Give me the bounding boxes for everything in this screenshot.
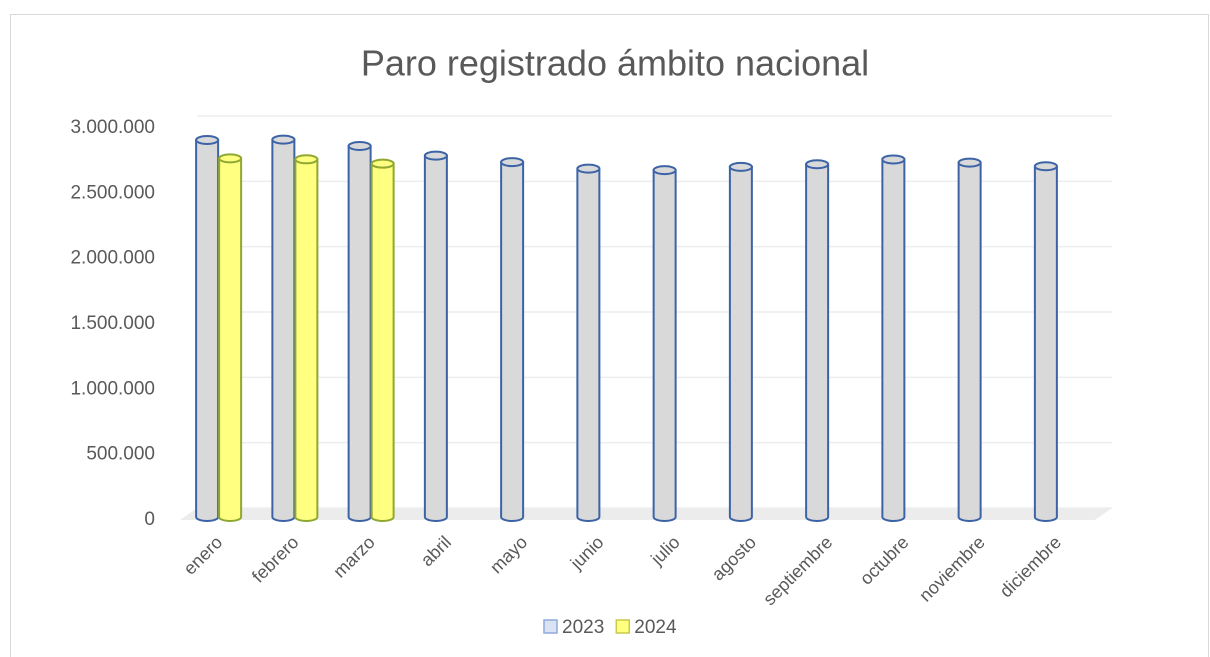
y-tick-label: 0 [144, 509, 155, 530]
cylinder-top [957, 157, 982, 168]
cylinder-top [195, 134, 220, 145]
cylinder-top [576, 163, 601, 174]
cylinder-top [294, 154, 319, 165]
cylinder-top [652, 165, 677, 176]
legend-label: 2023 [562, 617, 604, 638]
cylinder [500, 161, 525, 522]
cylinder [1033, 165, 1058, 522]
cylinder-top [423, 150, 448, 161]
cylinder [195, 138, 220, 522]
cylinder [423, 154, 448, 522]
cylinder-top [218, 153, 243, 164]
y-tick-label: 2.500.000 [70, 182, 155, 203]
y-tick-label: 1.500.000 [70, 313, 155, 334]
legend-swatch [543, 619, 558, 634]
cylinder-top [370, 158, 395, 169]
cylinder [728, 165, 753, 522]
cylinder [218, 157, 243, 522]
legend-swatch [615, 619, 631, 634]
floor [180, 508, 1112, 520]
cylinder [294, 158, 319, 522]
cylinder [347, 144, 372, 522]
y-tick-label: 3.000.000 [70, 117, 155, 138]
cylinder [271, 138, 296, 522]
cylinder-top [500, 157, 525, 168]
cylinder [957, 161, 982, 522]
cylinder-top [805, 159, 830, 170]
y-tick-label: 1.000.000 [70, 378, 155, 399]
cylinder [370, 162, 395, 522]
cylinder-top [728, 161, 753, 172]
chart-title: Paro registrado ámbito nacional [361, 43, 869, 84]
y-tick-label: 2.000.000 [70, 248, 155, 269]
y-tick-label: 500.000 [86, 444, 155, 465]
cylinder-top [881, 154, 906, 165]
cylinder [652, 169, 677, 522]
cylinder [881, 158, 906, 522]
legend-label: 2024 [634, 617, 677, 638]
cylinder [805, 163, 830, 522]
cylinder-top [271, 134, 296, 145]
cylinder-top [1033, 161, 1058, 172]
cylinder-top [347, 140, 372, 151]
cylinder [576, 167, 601, 522]
